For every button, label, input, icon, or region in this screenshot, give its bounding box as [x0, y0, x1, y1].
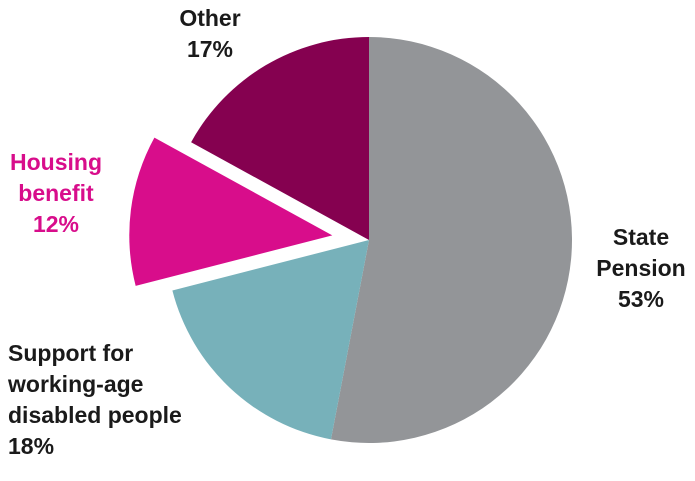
- slice-housing-benefit: [129, 137, 333, 286]
- label-line: Pension: [596, 255, 686, 281]
- label-line: Other: [179, 5, 241, 31]
- label-line: Housing: [10, 149, 102, 175]
- label-state-pension: State Pension 53%: [596, 222, 686, 315]
- percent-label: 18%: [8, 433, 55, 459]
- slice-support-disabled: [172, 240, 369, 440]
- slice-state-pension: [330, 37, 573, 443]
- label-line: working-age: [8, 371, 144, 397]
- label-line: State: [612, 224, 670, 250]
- label-other: Other 17%: [160, 3, 260, 65]
- percent-label: 12%: [32, 211, 80, 237]
- label-line: benefit: [18, 180, 94, 206]
- label-line: Support for: [8, 340, 134, 366]
- pie-slices: [129, 37, 573, 443]
- percent-label: 53%: [617, 286, 665, 312]
- percent-label: 17%: [186, 36, 234, 62]
- slice-other: [191, 37, 369, 240]
- label-support-disabled: Support for working-age disabled people …: [8, 338, 238, 462]
- label-line: disabled people: [8, 402, 182, 428]
- label-housing-benefit: Housing benefit 12%: [0, 147, 112, 240]
